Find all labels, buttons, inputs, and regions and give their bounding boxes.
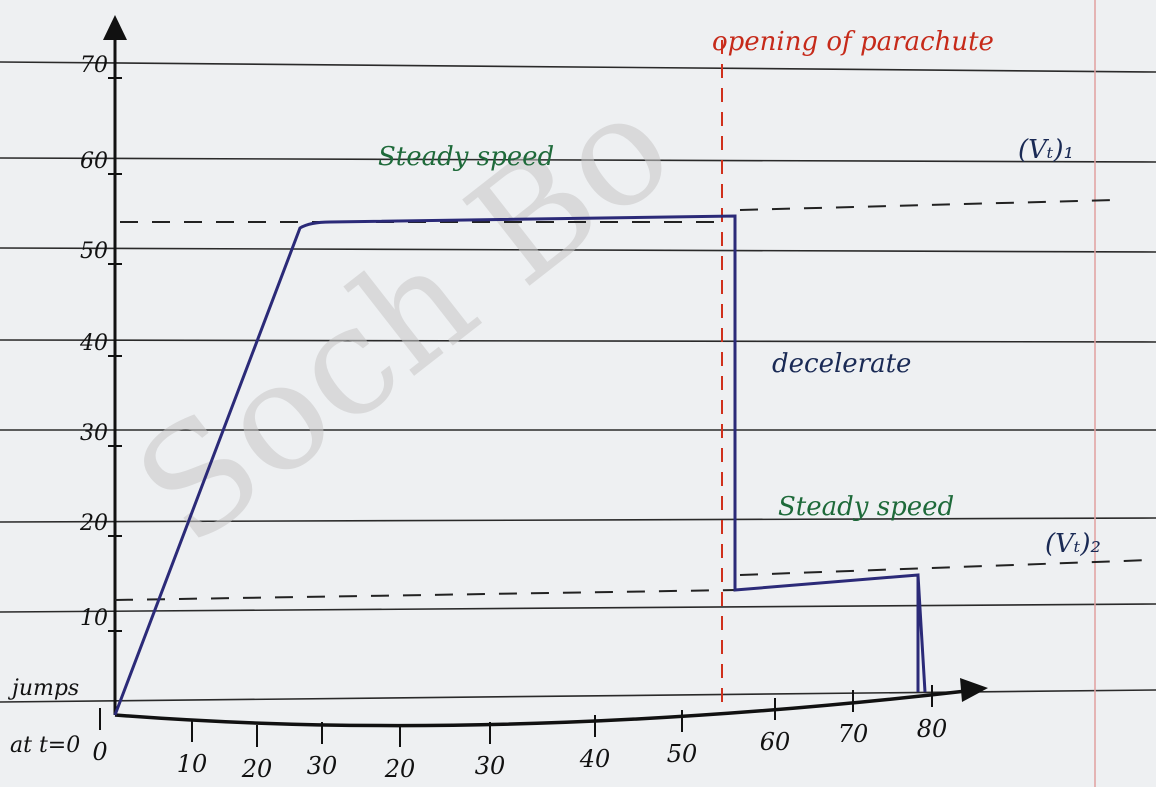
terminal-velocity-label: (Vₜ)₂ xyxy=(1045,529,1101,559)
x-tick-label: 40 xyxy=(579,745,611,773)
note: jumps xyxy=(7,676,79,701)
decelerate-label: decelerate xyxy=(772,349,911,379)
x-tick-label: 20 xyxy=(241,755,273,783)
x-tick-label: 60 xyxy=(760,728,791,756)
y-tick-label: 40 xyxy=(79,331,108,356)
y-tick-label: 20 xyxy=(79,511,108,536)
y-tick-label: 50 xyxy=(80,239,108,264)
ruled-lines xyxy=(0,61,1156,703)
y-tick-label: 30 xyxy=(80,421,108,446)
x-tick-label: 0 xyxy=(92,738,107,766)
terminal-velocity-label: (Vₜ)₁ xyxy=(1018,135,1074,165)
x-tick-label: 30 xyxy=(307,752,338,780)
steady-speed-label: Steady speed xyxy=(778,492,954,522)
note: at t=0 xyxy=(10,733,80,758)
x-tick-label: 10 xyxy=(177,750,208,778)
x-tick-label: 30 xyxy=(475,752,506,780)
steady-speed-label: Steady speed xyxy=(378,142,554,172)
parachute-label: opening of parachute xyxy=(712,27,994,57)
x-tick-label: 20 xyxy=(384,755,416,783)
y-tick-label: 60 xyxy=(80,149,108,174)
y-tick-label: 10 xyxy=(80,606,108,631)
x-tick-label: 50 xyxy=(667,740,698,768)
axes xyxy=(103,15,988,728)
speed-curve xyxy=(113,214,927,716)
x-tick-label: 70 xyxy=(838,720,869,748)
x-tick-label: 80 xyxy=(917,715,948,743)
y-tick-label: 70 xyxy=(80,53,108,78)
